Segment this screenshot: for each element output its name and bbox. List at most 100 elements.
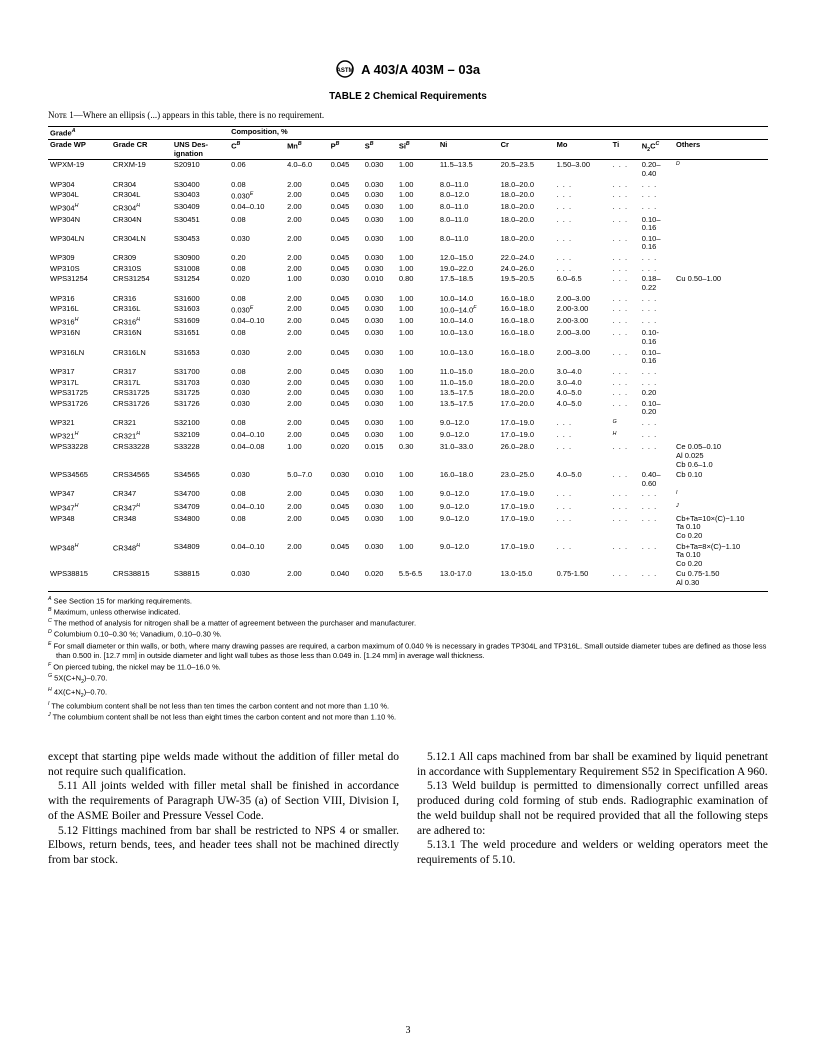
table-row: WP347HCR347HS347090.04–0.102.000.0450.03… (48, 502, 768, 514)
cell: 1.00 (397, 294, 438, 305)
cell: 0.030 (363, 160, 397, 180)
cell: . . . (640, 180, 674, 191)
cell: . . . (640, 304, 674, 316)
cell (674, 367, 768, 378)
cell: CR316 (111, 294, 172, 305)
table-row: WP347CR347S347000.082.000.0450.0301.009.… (48, 489, 768, 501)
cell: . . . (611, 234, 640, 253)
cell: . . . (640, 442, 674, 470)
cell: . . . (611, 399, 640, 418)
table-row: WP348HCR348HS348090.04–0.102.000.0450.03… (48, 542, 768, 570)
cell: 2.00 (285, 190, 329, 202)
cell: 2.00 (285, 430, 329, 442)
cell (674, 388, 768, 399)
col-ni: Ni (438, 140, 499, 160)
cell: 0.030 (363, 348, 397, 367)
cell: 0.40–0.60 (640, 470, 674, 489)
cell: 2.00 (285, 316, 329, 328)
cell: . . . (611, 514, 640, 542)
table-row: WPS31726CRS31726S317260.0302.000.0450.03… (48, 399, 768, 418)
cell: CR316LN (111, 348, 172, 367)
grade-group-header: GradeA (48, 127, 229, 140)
cell: . . . (555, 202, 611, 214)
cell: 17.0–19.0 (499, 418, 555, 430)
cell: 10.0–14.0 (438, 294, 499, 305)
cell: 8.0–11.0 (438, 180, 499, 191)
cell: 3.0–4.0 (555, 367, 611, 378)
cell: . . . (555, 234, 611, 253)
cell: 1.00 (397, 542, 438, 570)
cell: 1.00 (397, 378, 438, 389)
cell: 2.00 (285, 388, 329, 399)
cell (674, 190, 768, 202)
table-row: WP304LCR304LS304030.030E2.000.0450.0301.… (48, 190, 768, 202)
cell: S30900 (172, 253, 229, 264)
cell: 0.030 (229, 234, 285, 253)
cell: . . . (555, 264, 611, 275)
cell: 0.030 (363, 388, 397, 399)
cell: 0.04–0.10 (229, 202, 285, 214)
cell: 0.04–0.10 (229, 542, 285, 570)
cell: CR317 (111, 367, 172, 378)
cell: 1.00 (397, 418, 438, 430)
cell: S33228 (172, 442, 229, 470)
para-5-11: 5.11 All joints welded with filler metal… (48, 779, 399, 823)
cell: 1.00 (285, 274, 329, 293)
cell: . . . (640, 542, 674, 570)
cell: 0.045 (329, 542, 363, 570)
table-row: WP317LCR317LS317030.0302.000.0450.0301.0… (48, 378, 768, 389)
cell: 2.00 (285, 514, 329, 542)
cell: 0.030 (329, 274, 363, 293)
cell: 1.00 (397, 502, 438, 514)
body-text: except that starting pipe welds made wit… (48, 750, 768, 868)
table-row: WP316CR316S316000.082.000.0450.0301.0010… (48, 294, 768, 305)
cell: 0.030 (363, 234, 397, 253)
cell: 0.20–0.40 (640, 160, 674, 180)
cell: WP348H (48, 542, 111, 570)
cell: WPS31725 (48, 388, 111, 399)
cell: 2.00 (285, 542, 329, 570)
cell: CR316L (111, 304, 172, 316)
cell (674, 215, 768, 234)
cell: 18.0–20.0 (499, 180, 555, 191)
cell: 0.08 (229, 180, 285, 191)
cell: . . . (611, 180, 640, 191)
cell: 0.045 (329, 328, 363, 347)
table-row: WP304CR304S304000.082.000.0450.0301.008.… (48, 180, 768, 191)
cell: 0.045 (329, 514, 363, 542)
cell (674, 264, 768, 275)
cell: 2.00-3.00 (555, 304, 611, 316)
cell: S31254 (172, 274, 229, 293)
cell: . . . (640, 202, 674, 214)
cell: 0.045 (329, 316, 363, 328)
cell: 16.0–18.0 (499, 304, 555, 316)
cell: 0.030 (229, 378, 285, 389)
cell: 0.030 (363, 489, 397, 501)
col-c: CB (229, 140, 285, 160)
cell: 0.030 (229, 470, 285, 489)
table-footnotes: A See Section 15 for marking requirement… (48, 596, 768, 722)
cell: 1.00 (397, 160, 438, 180)
cell: 10.0–13.0 (438, 328, 499, 347)
col-s: SB (363, 140, 397, 160)
cell: 0.10-0.16 (640, 328, 674, 347)
cell: WP304N (48, 215, 111, 234)
cell: . . . (611, 215, 640, 234)
cell: 0.10–0.16 (640, 234, 674, 253)
cell: 0.80 (397, 274, 438, 293)
cell: 0.030 (363, 316, 397, 328)
cell: 13.5–17.5 (438, 388, 499, 399)
cell: . . . (640, 569, 674, 591)
cell: 31.0–33.0 (438, 442, 499, 470)
cell: 0.030 (363, 304, 397, 316)
para-5-10-cont: except that starting pipe welds made wit… (48, 750, 399, 779)
cell: 0.04–0.10 (229, 502, 285, 514)
cell: 9.0–12.0 (438, 430, 499, 442)
cell: 8.0–11.0 (438, 234, 499, 253)
cell: S30400 (172, 180, 229, 191)
cell: . . . (640, 378, 674, 389)
cell: 1.00 (397, 367, 438, 378)
cell: S30403 (172, 190, 229, 202)
cell: 22.0–24.0 (499, 253, 555, 264)
cell: 0.030 (363, 367, 397, 378)
